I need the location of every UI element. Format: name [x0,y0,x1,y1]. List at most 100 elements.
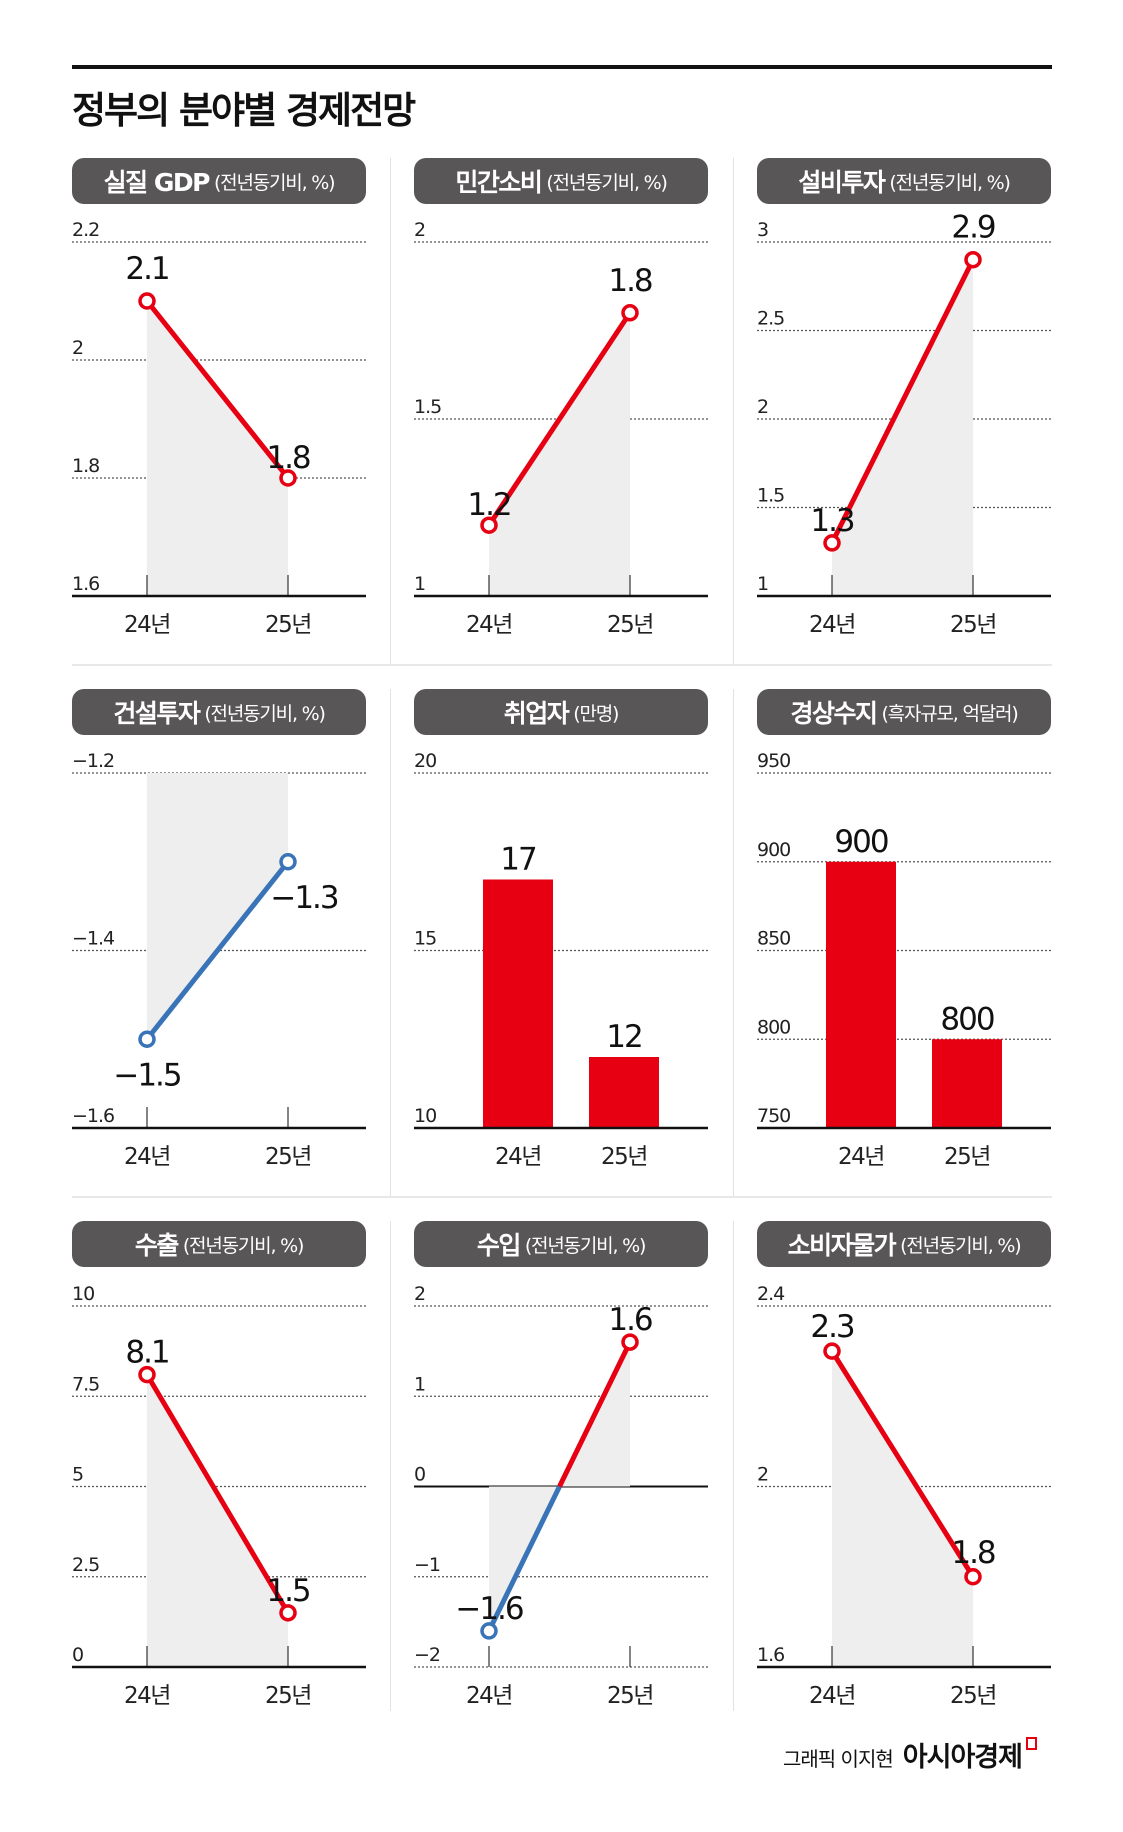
y-tick-label: 2 [72,337,83,359]
y-tick-label: 5 [72,1464,83,1486]
panel-unit: (전년동기비, %) [213,171,336,194]
data-label: 800 [940,1001,993,1037]
bar [932,1039,1002,1128]
y-tick-label: 2 [757,396,768,418]
y-tick-label: 2 [414,219,425,241]
x-tick-label: 25년 [265,612,311,638]
series-line-segment [486,1485,562,1632]
y-tick-label: 1 [414,1373,425,1395]
y-tick-label: 1.6 [757,1644,784,1666]
y-tick-label: −1.4 [72,928,115,950]
data-point-marker [964,250,982,269]
y-tick-label: 850 [757,928,790,950]
area-fill [832,259,973,596]
data-label: 1.8 [266,440,310,476]
panel-unit: (전년동기비, %) [204,702,326,725]
brand-mark-icon [1025,1737,1037,1750]
data-point-marker [279,469,297,487]
x-tick-label: 25년 [607,1683,653,1709]
x-tick-label: 25년 [607,612,653,638]
panel-unit: (전년동기비, %) [524,1234,647,1257]
panel-header-consumption: 민간소비 (전년동기비, %) [414,158,708,204]
data-label: 1.5 [266,1573,310,1609]
x-tick-label: 24년 [124,612,170,638]
y-tick-label: 1.5 [414,396,441,418]
y-tick-label: 3 [757,219,768,241]
panel-unit: (만명) [573,702,619,725]
panel-title: 수입 [476,1231,522,1260]
y-tick-label: 7.5 [72,1373,99,1395]
panel-title: 소비자물가 [787,1231,897,1260]
y-tick-label: 1.6 [72,573,99,595]
chart-panel-7: −2 −1 0 1 2 −1.6 24년 1.6 25년 [414,1283,708,1709]
panel-title: 수출 [134,1231,180,1260]
x-tick-label: 24년 [466,612,512,638]
column-divider [733,689,734,1196]
data-point-marker [964,1568,982,1586]
y-tick-label: 1.8 [72,455,99,477]
data-label: 2.9 [951,210,995,246]
y-tick-label: 2 [757,1464,768,1486]
y-tick-label: 10 [414,1105,436,1127]
series-line [144,1373,291,1615]
chart-panel-0: 1.6 1.8 2 2.2 2.1 24년 1.8 25년 [72,219,366,638]
data-point-marker [480,516,498,534]
data-label: 1.3 [810,503,854,539]
data-label: 1.8 [951,1535,995,1571]
y-tick-label: 1 [757,573,768,595]
data-point-marker [823,534,841,552]
panel-title: 경상수지 [790,699,878,728]
byline: 그래픽 이지현 [783,1747,894,1771]
data-label: 1.8 [608,263,652,299]
x-tick-label: 24년 [809,612,855,638]
brand-logo: 아시아경제 [902,1742,1023,1773]
page-title: 정부의 분야별 경제전망 [72,89,416,132]
x-tick-label: 24년 [124,1144,170,1170]
panel-unit: (전년동기비, %) [546,171,668,194]
column-divider [390,1221,391,1711]
bar [826,861,896,1128]
chart-panel-5: 750 800 850 900 950 900 24년 800 25년 [757,750,1051,1170]
y-tick-label: 20 [414,750,436,772]
x-tick-label: 25년 [601,1144,647,1170]
x-tick-label: 25년 [265,1144,311,1170]
panel-unit: (전년동기비, %) [182,1234,305,1257]
chart-panel-4: 10 15 20 17 24년 12 25년 [414,750,708,1170]
data-label: 12 [606,1019,641,1055]
row-divider [72,1196,1052,1198]
data-label: −1.3 [270,880,338,916]
area-fill [147,1374,288,1667]
panel-header-exports: 수출 (전년동기비, %) [72,1221,366,1267]
panel-header-gdp: 실질 GDP (전년동기비, %) [72,158,366,204]
data-point-marker [138,1030,156,1048]
y-tick-label: 2.5 [72,1554,99,1576]
data-label: 1.2 [467,487,510,523]
panel-title: 건설투자 [113,699,201,728]
panel-header-current-account: 경상수지 (흑자규모, 억달러) [757,689,1051,735]
x-tick-label: 24년 [495,1144,541,1170]
credit: 그래픽 이지현 아시아경제 [783,1735,1037,1774]
data-label: −1.6 [455,1591,523,1627]
column-divider [390,158,391,664]
data-point-marker [823,1342,841,1360]
x-tick-label: 25년 [265,1683,311,1709]
data-point-marker [138,1365,156,1384]
x-tick-label: 24년 [124,1683,170,1709]
data-label: −1.5 [113,1057,181,1093]
y-tick-label: 15 [414,928,436,950]
y-tick-label: 800 [757,1016,790,1038]
column-divider [733,1221,734,1711]
data-label: 900 [834,824,887,860]
panel-title: 실질 GDP [103,168,211,197]
y-tick-label: 1 [414,573,425,595]
y-tick-label: 900 [757,839,790,861]
panel-title: 취업자 [503,699,570,728]
x-tick-label: 25년 [950,1683,996,1709]
area-fill [489,312,630,596]
data-point-marker [621,304,639,322]
column-divider [390,689,391,1196]
column-divider [733,158,734,664]
chart-panel-1: 1 1.5 2 1.2 24년 1.8 25년 [414,219,708,638]
panel-unit: (전년동기비, %) [889,171,1011,194]
top-rule [72,65,1052,69]
